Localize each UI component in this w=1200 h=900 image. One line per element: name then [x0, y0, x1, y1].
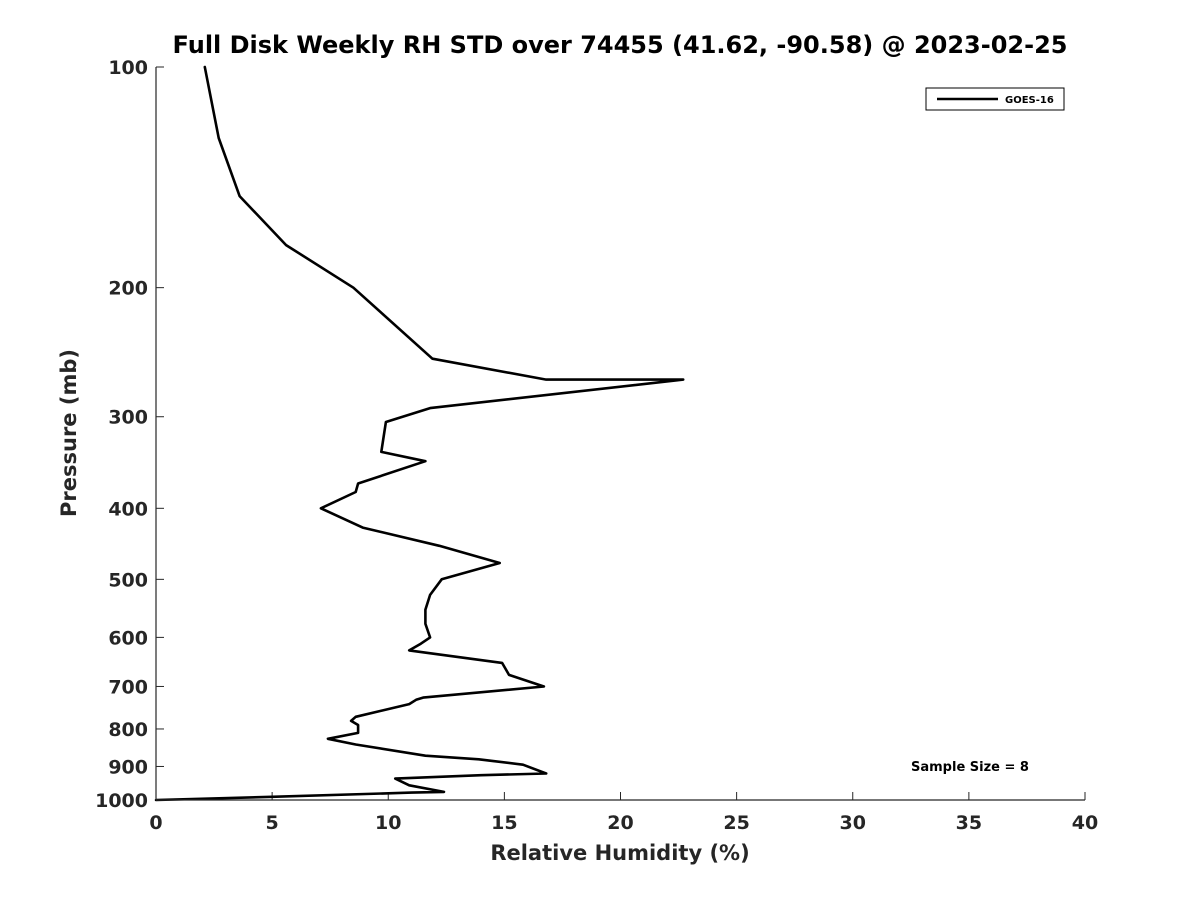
series-line-goes-16 [154, 65, 685, 802]
x-tick-label: 5 [266, 812, 279, 834]
x-tick-label: 40 [1072, 812, 1098, 834]
x-tick-label: 30 [840, 812, 866, 834]
x-tick-label: 25 [723, 812, 749, 834]
x-axis-label: Relative Humidity (%) [490, 841, 749, 865]
chart-title: Full Disk Weekly RH STD over 74455 (41.6… [173, 31, 1068, 59]
x-ticks: 0 5 10 15 20 25 30 35 40 [149, 792, 1098, 834]
x-tick-label: 0 [149, 812, 162, 834]
y-tick-label: 100 [108, 57, 148, 79]
y-tick-label: 500 [108, 569, 148, 591]
x-tick-label: 10 [375, 812, 401, 834]
legend-label-goes-16: GOES-16 [1005, 95, 1054, 106]
y-tick-label: 900 [108, 756, 148, 778]
x-tick-label: 15 [491, 812, 517, 834]
y-tick-label: 800 [108, 719, 148, 741]
x-tick-label: 20 [607, 812, 633, 834]
y-axis-label: Pressure (mb) [57, 349, 81, 517]
y-tick-label: 300 [108, 407, 148, 429]
series-layer [154, 65, 685, 802]
legend: GOES-16 [925, 87, 1065, 111]
x-tick-label: 35 [956, 812, 982, 834]
y-tick-label: 400 [108, 498, 148, 520]
y-tick-label: 600 [108, 627, 148, 649]
y-ticks: 100 200 300 400 500 600 700 800 900 1000 [95, 57, 164, 812]
y-tick-label: 700 [108, 676, 148, 698]
y-tick-label: 1000 [95, 790, 148, 812]
sample-size-annotation: Sample Size = 8 [911, 760, 1029, 775]
y-tick-label: 200 [108, 278, 148, 300]
